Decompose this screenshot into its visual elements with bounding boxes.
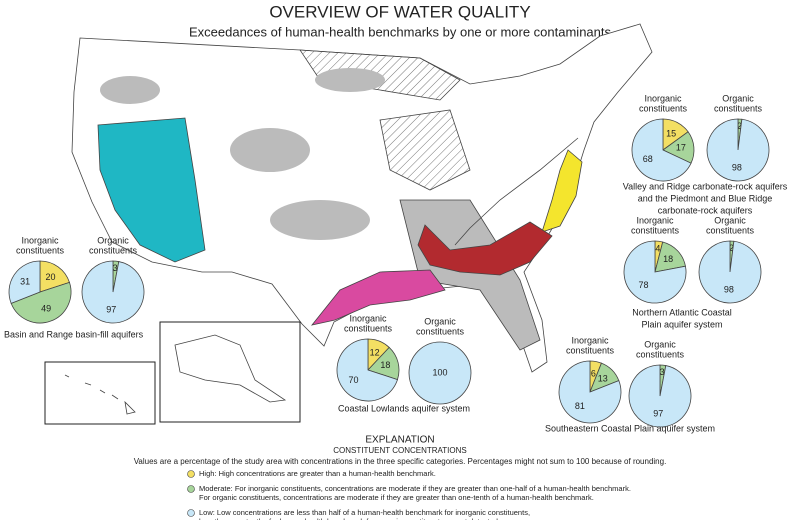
alaska-inset xyxy=(159,321,301,423)
slice-label: 97 xyxy=(106,304,116,314)
slice-label: 12 xyxy=(370,348,380,358)
pie-label: constituents xyxy=(344,323,393,333)
aquifer-area xyxy=(100,76,160,104)
hawaii-islands xyxy=(64,374,136,415)
pie-slice xyxy=(39,260,70,293)
pie-label: constituents xyxy=(631,225,680,235)
slice-label: 3 xyxy=(660,367,665,377)
slice-label: 15 xyxy=(666,128,676,138)
hawaii-inset xyxy=(44,361,156,425)
slice-label: 13 xyxy=(598,374,608,384)
slice-label: 4 xyxy=(655,243,660,253)
coastal-lowlands-area xyxy=(310,269,446,326)
aquifer-area xyxy=(315,68,385,92)
pie-label: constituents xyxy=(16,245,65,255)
legend-swatch xyxy=(187,485,195,493)
pie-slice xyxy=(8,260,41,304)
pie-slice xyxy=(623,240,687,304)
slice-label: 6 xyxy=(591,369,596,379)
region-name: Plain aquifer system xyxy=(641,319,722,329)
pie-label: constituents xyxy=(416,326,465,336)
title: OVERVIEW OF WATER QUALITY xyxy=(269,2,530,21)
pie-label: constituents xyxy=(639,103,688,113)
pie-label: Inorganic xyxy=(21,235,59,245)
slice-label: 17 xyxy=(676,143,686,153)
slice-label: 70 xyxy=(348,375,358,385)
southeastern-area xyxy=(417,221,553,276)
pie-slice xyxy=(698,240,762,304)
pie-label: Organic xyxy=(722,93,754,103)
pie-charts: Inorganicconstituents151768Organicconsti… xyxy=(4,93,788,433)
legend-text: High: High concentrations are greater th… xyxy=(199,469,436,478)
legend-text: less than one-tenth of a human health be… xyxy=(199,517,500,520)
slice-label: 2 xyxy=(737,121,742,131)
pie-slice xyxy=(706,118,770,182)
slice-label: 68 xyxy=(643,154,653,164)
pie-label: constituents xyxy=(89,245,138,255)
pie-slice xyxy=(631,118,692,182)
explanation-title: EXPLANATION xyxy=(365,435,434,446)
slice-label: 18 xyxy=(663,254,673,264)
basin-range-area xyxy=(97,117,206,263)
pie-label: constituents xyxy=(714,103,763,113)
legend-text: Low: Low concentrations are less than ha… xyxy=(199,508,530,517)
pie-slice xyxy=(408,341,472,405)
pie-label: constituents xyxy=(636,349,685,359)
subtitle: Exceedances of human-health benchmarks b… xyxy=(189,24,612,39)
slice-label: 20 xyxy=(46,272,56,282)
region-name: Coastal Lowlands aquifer system xyxy=(338,403,470,413)
pie-label: Organic xyxy=(424,316,456,326)
slice-label: 98 xyxy=(732,162,742,172)
aquifer-area xyxy=(230,128,310,172)
region-name: Southeastern Coastal Plain aquifer syste… xyxy=(545,423,715,433)
region-name: Basin and Range basin-fill aquifers xyxy=(4,329,144,339)
slice-label: 81 xyxy=(575,401,585,411)
slice-label: 97 xyxy=(653,408,663,418)
pie-label: Inorganic xyxy=(644,93,682,103)
valley-ridge-area xyxy=(454,137,579,246)
explanation: EXPLANATION CONSTITUENT CONCENTRATIONS V… xyxy=(134,435,667,520)
legend-swatch xyxy=(187,470,195,478)
pie-slice xyxy=(81,260,145,324)
slice-label: 18 xyxy=(380,360,390,370)
slice-label: 78 xyxy=(639,280,649,290)
slice-label: 98 xyxy=(724,284,734,294)
pie-label: constituents xyxy=(706,225,755,235)
region-name: carbonate-rock aquifers xyxy=(658,205,753,215)
aquifer-area xyxy=(270,200,370,240)
pie-slice xyxy=(336,338,398,402)
pie-label: Inorganic xyxy=(571,335,609,345)
pie-label: Organic xyxy=(644,339,676,349)
slice-label: 3 xyxy=(113,263,118,273)
slice-label: 2 xyxy=(729,243,734,253)
legend-swatch xyxy=(187,509,195,517)
legend-text: Moderate: For inorganic constituents, co… xyxy=(199,484,631,493)
explanation-subtitle: CONSTITUENT CONCENTRATIONS xyxy=(333,446,466,455)
pie-slice xyxy=(10,281,72,324)
pie-label: constituents xyxy=(566,345,615,355)
hatched-area xyxy=(379,109,471,191)
region-name: Northern Atlantic Coastal xyxy=(632,307,732,317)
pie-label: Inorganic xyxy=(636,215,674,225)
slice-label: 31 xyxy=(20,276,30,286)
region-name: Valley and Ridge carbonate-rock aquifers xyxy=(623,181,788,191)
pie-label: Inorganic xyxy=(349,313,387,323)
pie-label: Organic xyxy=(97,235,129,245)
northern-atlantic-area xyxy=(541,149,583,233)
slice-label: 49 xyxy=(41,303,51,313)
pie-label: Organic xyxy=(714,215,746,225)
legend-text: For organic constituents, concentrations… xyxy=(199,493,594,502)
pie-slice xyxy=(558,360,622,424)
slice-label: 100 xyxy=(432,367,447,377)
alaska-outline xyxy=(174,334,287,403)
region-name: and the Piedmont and Blue Ridge xyxy=(638,193,773,203)
explanation-note: Values are a percentage of the study are… xyxy=(134,457,667,466)
pie-slice xyxy=(628,364,692,428)
us-map xyxy=(44,23,653,425)
